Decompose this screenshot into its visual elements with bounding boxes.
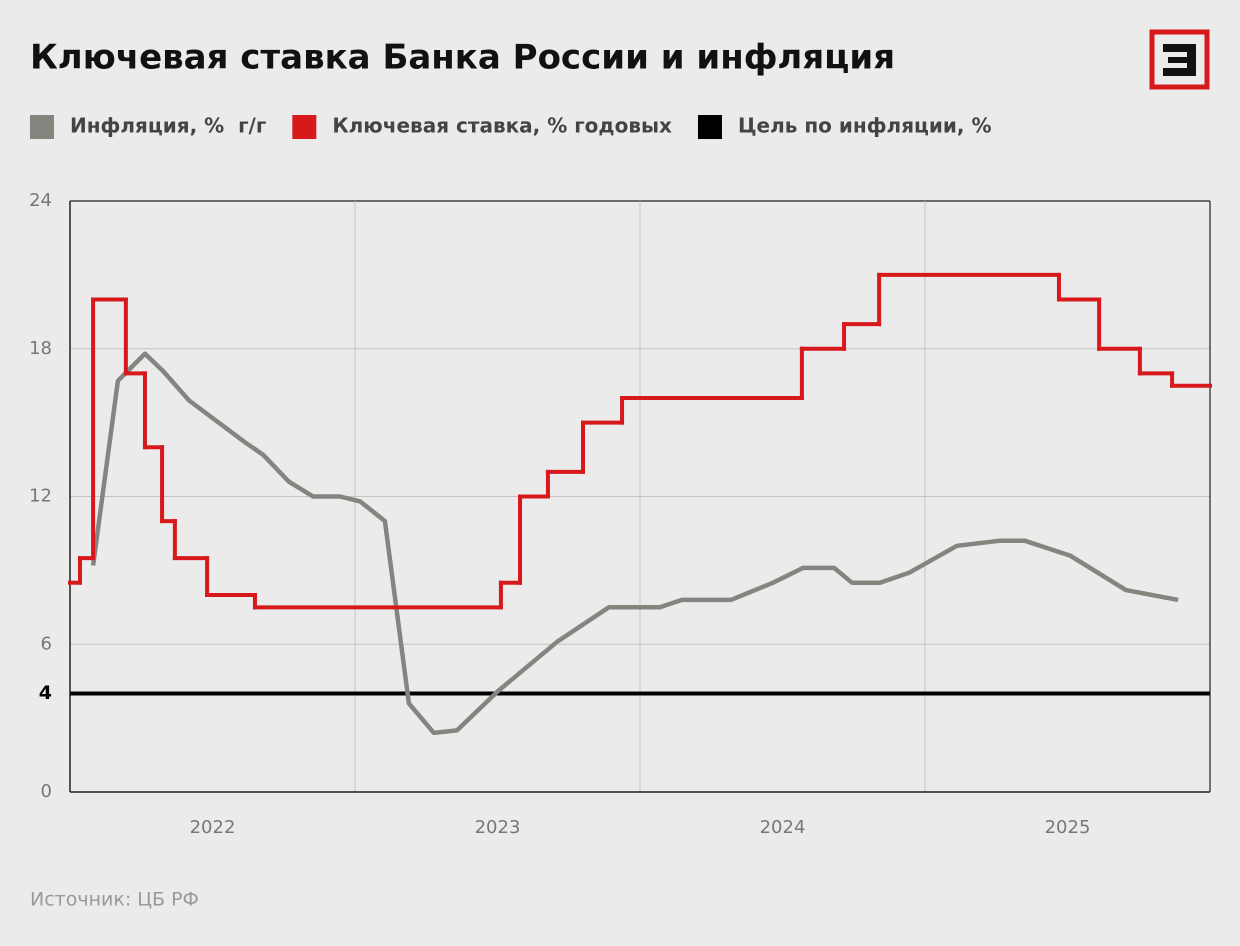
inflation-line (90, 351, 1179, 736)
legend-label: Цель по инфляции, % (738, 114, 992, 138)
legend-swatch (697, 115, 722, 139)
x-tick-label: 2022 (190, 817, 236, 838)
x-tick-label: 2023 (475, 817, 521, 838)
legend-swatch (30, 115, 54, 139)
logo (1149, 29, 1210, 90)
chart-title: Ключевая ставка Банка России и инфляция (30, 38, 895, 78)
y-tick-label: 24 (29, 190, 52, 211)
logo-frame (1149, 29, 1210, 90)
y-tick-label: 18 (29, 338, 52, 359)
x-tick-label: 2024 (760, 817, 806, 838)
x-tick-label: 2025 (1045, 817, 1091, 838)
legend-swatch (292, 115, 317, 139)
logo-letter (1163, 44, 1196, 76)
y-tick-label: 12 (29, 486, 52, 507)
source-note: Источник: ЦБ РФ (30, 889, 199, 911)
target-label: 4 (39, 682, 52, 704)
y-tick-label: 6 (41, 633, 52, 654)
legend-label: Инфляция, % г/г (70, 114, 266, 138)
y-tick-label: 0 (41, 781, 52, 802)
legend-label: Ключевая ставка, % годовых (332, 114, 672, 138)
